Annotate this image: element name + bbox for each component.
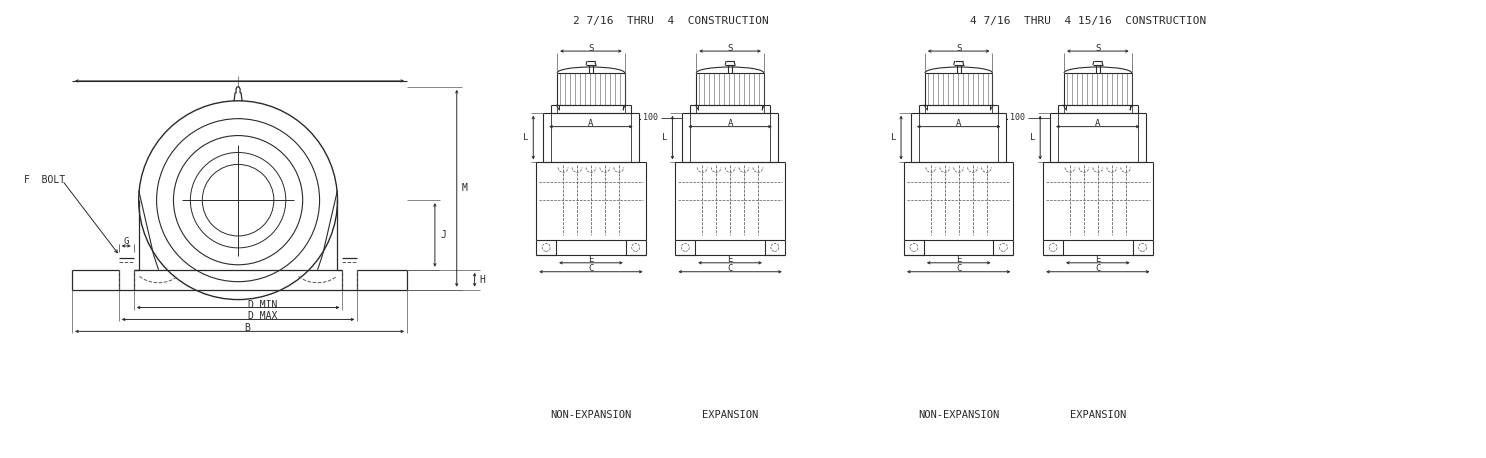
Text: E: E bbox=[588, 255, 593, 264]
Text: NON-EXPANSION: NON-EXPANSION bbox=[918, 410, 999, 420]
Text: 2 7/16  THRU  4  CONSTRUCTION: 2 7/16 THRU 4 CONSTRUCTION bbox=[572, 16, 768, 26]
Text: H: H bbox=[480, 275, 486, 285]
Text: A: A bbox=[1095, 119, 1101, 128]
Text: EXPANSION: EXPANSION bbox=[1070, 410, 1126, 420]
Text: S: S bbox=[955, 44, 961, 53]
Text: D MAX: D MAX bbox=[248, 311, 278, 322]
Text: L: L bbox=[890, 133, 896, 142]
Text: S: S bbox=[1095, 44, 1101, 53]
Text: EXPANSION: EXPANSION bbox=[701, 410, 758, 420]
Text: 4 7/16  THRU  4 15/16  CONSTRUCTION: 4 7/16 THRU 4 15/16 CONSTRUCTION bbox=[970, 16, 1207, 26]
Text: A: A bbox=[588, 119, 593, 128]
Text: L: L bbox=[663, 133, 667, 142]
Text: C: C bbox=[955, 264, 961, 273]
Text: B: B bbox=[245, 323, 251, 333]
Text: A: A bbox=[727, 119, 733, 128]
Text: L: L bbox=[1030, 133, 1036, 142]
Text: J: J bbox=[441, 230, 447, 240]
Text: L: L bbox=[523, 133, 529, 142]
Text: M: M bbox=[462, 183, 468, 193]
Text: A: A bbox=[955, 119, 961, 128]
Text: C: C bbox=[1095, 264, 1101, 273]
Text: S: S bbox=[727, 44, 733, 53]
Text: D MIN: D MIN bbox=[248, 300, 278, 310]
Text: G: G bbox=[123, 237, 129, 246]
Text: C: C bbox=[727, 264, 733, 273]
Text: .100: .100 bbox=[1005, 113, 1025, 122]
Text: NON-EXPANSION: NON-EXPANSION bbox=[550, 410, 632, 420]
Text: .100: .100 bbox=[637, 113, 657, 122]
Text: S: S bbox=[588, 44, 593, 53]
Text: C: C bbox=[588, 264, 593, 273]
Text: E: E bbox=[1095, 255, 1101, 264]
Text: E: E bbox=[955, 255, 961, 264]
Text: E: E bbox=[727, 255, 733, 264]
Text: F  BOLT: F BOLT bbox=[24, 175, 65, 185]
